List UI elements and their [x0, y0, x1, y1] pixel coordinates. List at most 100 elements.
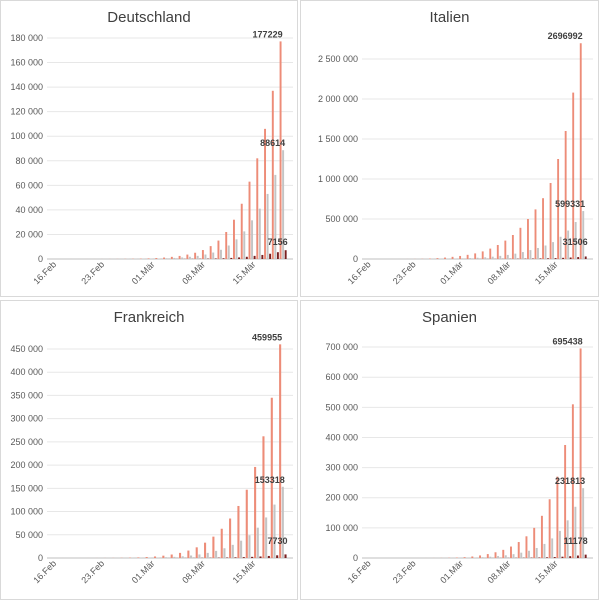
series-mid-bar [273, 504, 276, 558]
x-tick-label: 15.Mär [533, 558, 560, 585]
series-mid-bar [567, 230, 570, 259]
series-mid-bar [491, 256, 494, 259]
series-high-bar [571, 404, 574, 558]
series-mid-bar [243, 231, 246, 260]
series-high-bar [145, 557, 148, 558]
y-tick-label: 0 [38, 254, 43, 264]
series-mid-bar [544, 245, 547, 259]
series-high-bar [534, 209, 537, 259]
series-high-bar [494, 552, 497, 558]
series-high-bar [533, 527, 536, 558]
series-mid-bar [215, 550, 218, 558]
series-high-bar [471, 556, 474, 558]
y-tick-label: 140 000 [10, 82, 43, 92]
chart-title: Frankreich [113, 309, 185, 326]
series-mid-bar [520, 552, 523, 558]
y-tick-label: 100 000 [10, 131, 43, 141]
x-tick-label: 15.Mär [533, 259, 560, 286]
series-high-bar [220, 528, 223, 558]
series-high-bar [479, 555, 482, 558]
chart-title: Spanien [421, 309, 478, 326]
series-mid-bar [274, 174, 277, 259]
series-high-bar [195, 547, 198, 558]
series-mid-bar [469, 258, 472, 259]
series-mid-bar [481, 557, 484, 558]
series-mid-bar [165, 258, 168, 259]
series-high-bar [254, 466, 257, 558]
series-high-bar [463, 557, 466, 558]
series-high-bar [579, 348, 582, 558]
series-high-bar [162, 555, 165, 558]
data-label: 31506 [563, 237, 588, 247]
series-high-bar [178, 255, 181, 259]
series-high-bar [548, 499, 551, 558]
series-mid-bar [212, 252, 215, 259]
x-tick-label: 23.Feb [391, 558, 418, 585]
series-mid-bar [512, 554, 515, 558]
series-high-bar [525, 536, 528, 558]
series-mid-bar [537, 247, 539, 259]
chart-panel-italien: Italien 0 500 000 1 000 000 1 500 000 2 000 … [300, 0, 599, 297]
series-low-bar [553, 557, 556, 558]
series-mid-bar [559, 236, 562, 259]
series-mid-bar [188, 256, 191, 259]
data-label: 2696992 [548, 31, 583, 41]
series-low-bar [267, 555, 270, 558]
series-high-bar [489, 248, 492, 259]
series-high-bar [549, 183, 552, 259]
series-mid-bar [499, 255, 502, 259]
y-tick-label: 0 [38, 553, 43, 563]
series-mid-bar [220, 249, 222, 259]
series-low-bar [238, 257, 241, 259]
series-mid-bar [235, 239, 238, 259]
series-low-bar [251, 556, 254, 558]
x-tick-label: 16.Feb [346, 558, 373, 585]
series-high-bar [459, 255, 462, 259]
series-mid-bar [552, 242, 555, 259]
y-tick-label: 40 000 [15, 205, 43, 215]
series-high-bar [170, 554, 173, 558]
chart-title: Deutschland [107, 9, 191, 26]
y-tick-label: 600 000 [325, 372, 358, 382]
y-tick-label: 60 000 [15, 180, 43, 190]
series-high-bar [502, 549, 505, 558]
series-mid-bar [543, 543, 546, 558]
series-high-bar [212, 536, 215, 558]
chart-frankreich: 0 50 000 100 000 150 000 200 000 250 000 300 0… [10, 332, 293, 585]
series-mid-bar [173, 257, 176, 259]
series-high-bar [155, 258, 158, 259]
series-mid-bar [231, 544, 234, 558]
chart-panel-frankreich: Frankreich 0 50 000 100 000 150 000 200 000 2… [0, 300, 298, 600]
y-tick-label: 120 000 [10, 107, 43, 117]
series-high-bar [256, 158, 259, 259]
series-high-bar [451, 256, 454, 259]
y-tick-label: 300 000 [10, 414, 43, 424]
series-high-bar [510, 546, 512, 558]
series-high-bar [245, 489, 248, 558]
series-high-bar [170, 256, 173, 259]
series-high-bar [187, 550, 190, 558]
chart-panel-deutschland: Deutschland 0 20 000 40 000 60 000 80 000 100… [0, 0, 298, 297]
y-tick-label: 150 000 [10, 483, 43, 493]
series-mid-bar [574, 506, 577, 558]
y-tick-label: 350 000 [10, 390, 43, 400]
series-mid-bar [173, 556, 176, 558]
series-mid-bar [574, 222, 577, 259]
chart-italien: 0 500 000 1 000 000 1 500 000 2 000 000 2 500… [318, 31, 593, 286]
data-label: 88614 [260, 138, 285, 148]
series-mid-bar [223, 548, 226, 558]
series-high-bar [572, 92, 575, 259]
series-high-bar [237, 505, 240, 558]
series-mid-bar [504, 555, 507, 558]
series-high-bar [229, 518, 232, 558]
series-high-bar [279, 344, 282, 558]
series-mid-bar [521, 252, 524, 259]
y-tick-label: 100 000 [10, 507, 43, 517]
y-tick-label: 1 500 000 [318, 134, 358, 144]
series-low-bar [546, 557, 548, 558]
series-high-bar [504, 240, 507, 259]
series-high-bar [153, 556, 157, 558]
series-mid-bar [528, 550, 530, 558]
series-low-bar [234, 557, 237, 558]
